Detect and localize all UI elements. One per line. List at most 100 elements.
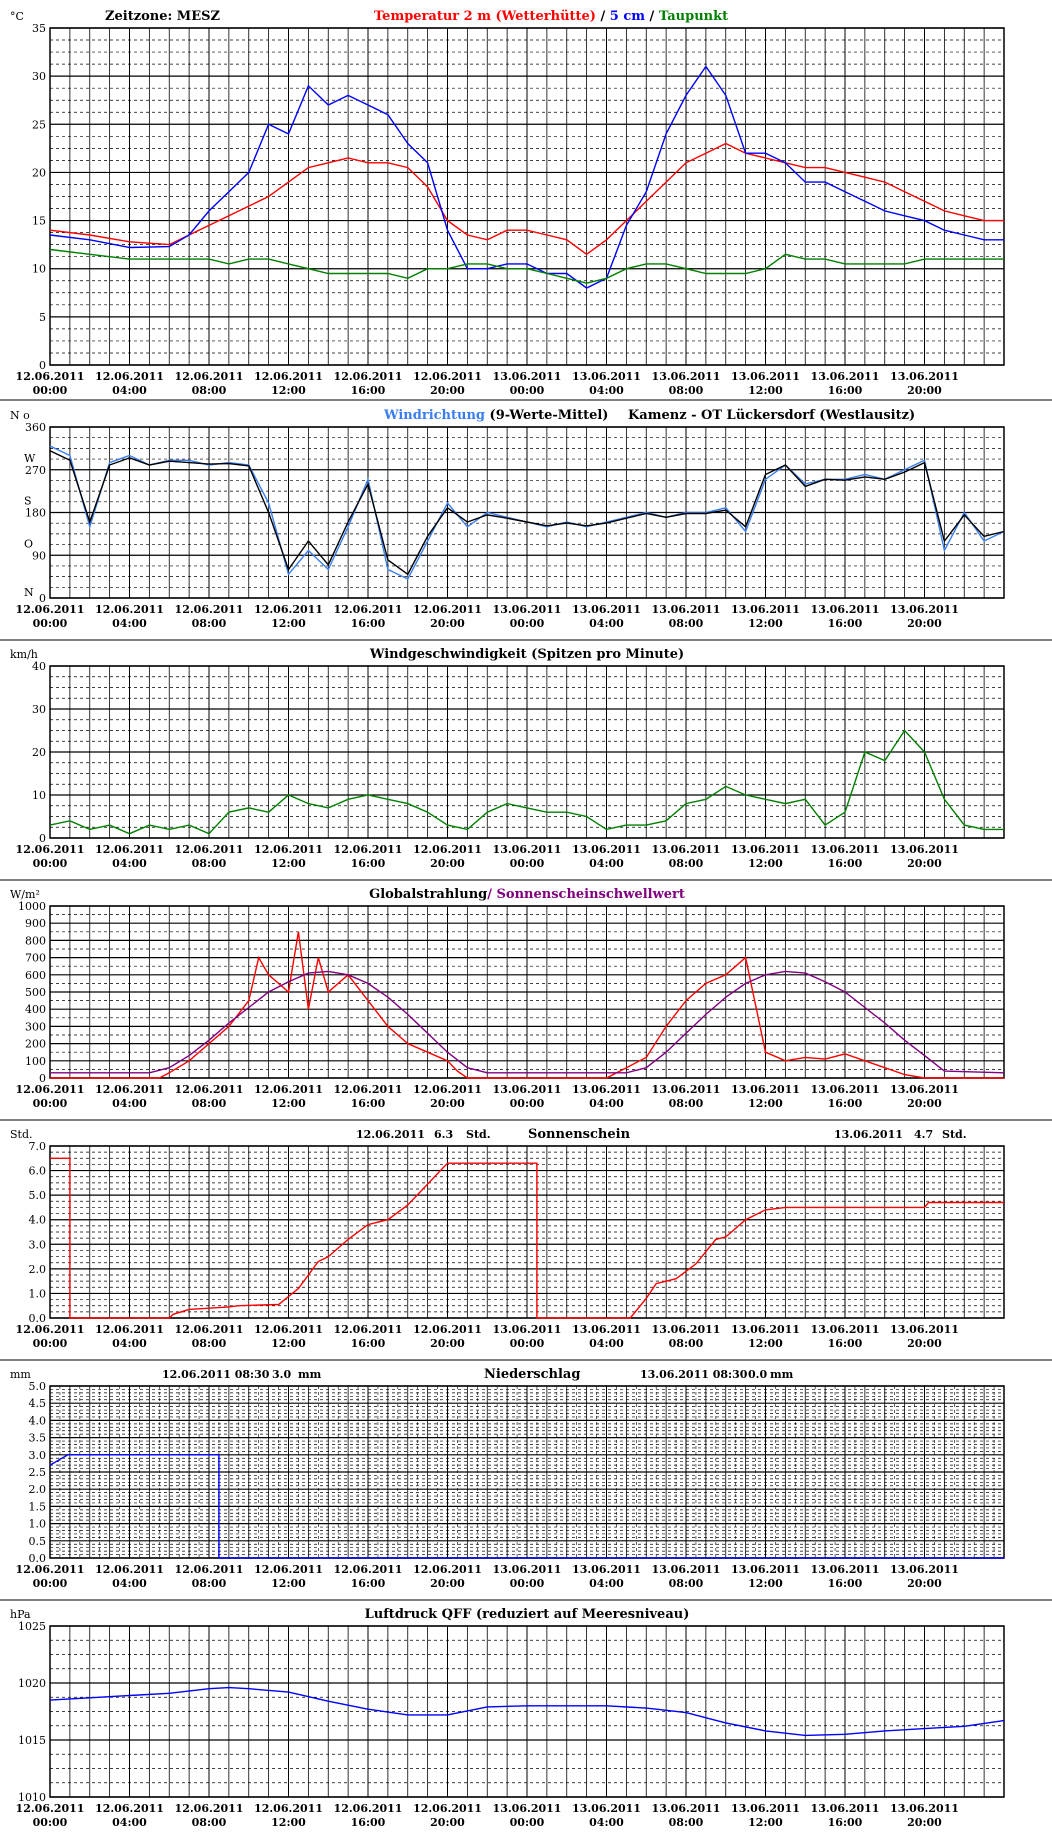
x-tick-date: 12.06.2011 bbox=[175, 843, 244, 856]
x-tick-date: 12.06.2011 bbox=[95, 843, 164, 856]
chart-title: Temperatur 2 m (Wetterhütte) / 5 cm / Ta… bbox=[374, 9, 728, 24]
x-tick-date: 13.06.2011 bbox=[652, 843, 721, 856]
y-tick-label: 3.5 bbox=[29, 1432, 47, 1445]
x-tick-time: 16:00 bbox=[828, 1577, 863, 1590]
y-tick-label: 15 bbox=[32, 215, 46, 228]
title-part: (9-Werte-Mittel) bbox=[485, 408, 608, 423]
x-tick-date: 12.06.2011 bbox=[95, 1083, 164, 1096]
chart-title: Windgeschwindigkeit (Spitzen pro Minute) bbox=[369, 647, 684, 662]
x-tick-time: 00:00 bbox=[33, 1337, 68, 1350]
unit-label: km/h bbox=[10, 648, 38, 661]
x-tick-time: 04:00 bbox=[112, 1816, 147, 1829]
y-tick-label: 400 bbox=[25, 1003, 46, 1016]
x-tick-time: 00:00 bbox=[510, 1337, 545, 1350]
title-part: Luftdruck QFF (reduziert auf Meeresnivea… bbox=[365, 1607, 690, 1622]
y-tick-label: 10 bbox=[32, 263, 46, 276]
y-tick-label: 2.5 bbox=[29, 1466, 47, 1479]
x-tick-time: 20:00 bbox=[907, 1577, 942, 1590]
x-tick-date: 13.06.2011 bbox=[731, 1323, 800, 1336]
x-tick-time: 12:00 bbox=[748, 1097, 783, 1110]
x-tick-time: 08:00 bbox=[192, 1097, 227, 1110]
x-tick-time: 00:00 bbox=[510, 1097, 545, 1110]
annotation-value: 0.0 bbox=[748, 1368, 767, 1381]
chart-title: Sonnenschein bbox=[528, 1127, 631, 1142]
title-part: Taupunkt bbox=[659, 9, 728, 24]
title-part: Sonnenschein bbox=[528, 1127, 631, 1142]
x-tick-date: 12.06.2011 bbox=[413, 603, 482, 616]
chart-precipitation: 0.00.51.01.52.02.53.03.54.04.55.0mm Niede… bbox=[10, 1367, 1005, 1590]
x-tick-time: 16:00 bbox=[828, 1816, 863, 1829]
x-tick-date: 13.06.2011 bbox=[890, 1563, 959, 1576]
x-tick-date: 12.06.2011 bbox=[16, 843, 85, 856]
x-tick-date: 12.06.2011 bbox=[334, 1083, 403, 1096]
series-line-luftdruck bbox=[49, 1686, 1005, 1737]
x-tick-date: 12.06.2011 bbox=[95, 1563, 164, 1576]
x-tick-date: 13.06.2011 bbox=[731, 370, 800, 383]
x-tick-date: 12.06.2011 bbox=[16, 1083, 85, 1096]
x-tick-date: 12.06.2011 bbox=[175, 603, 244, 616]
x-tick-date: 12.06.2011 bbox=[413, 1802, 482, 1815]
x-tick-time: 04:00 bbox=[589, 384, 624, 397]
compass-label: S bbox=[24, 495, 32, 508]
x-tick-date: 12.06.2011 bbox=[413, 370, 482, 383]
chart-title: Windrichtung (9-Werte-Mittel) bbox=[383, 408, 608, 423]
x-tick-time: 12:00 bbox=[748, 1577, 783, 1590]
y-tick-label: 0 bbox=[39, 832, 46, 845]
x-tick-time: 00:00 bbox=[33, 857, 68, 870]
annotation-value: 3.0 bbox=[272, 1368, 291, 1381]
title-part: Windrichtung bbox=[383, 408, 485, 423]
x-tick-time: 20:00 bbox=[430, 617, 465, 630]
series-line-sonnenscheinschwellwert bbox=[50, 970, 1005, 1074]
x-tick-date: 13.06.2011 bbox=[731, 603, 800, 616]
x-tick-date: 12.06.2011 bbox=[175, 1083, 244, 1096]
x-tick-time: 08:00 bbox=[192, 384, 227, 397]
x-tick-date: 12.06.2011 bbox=[413, 1563, 482, 1576]
y-tick-label: 20 bbox=[32, 746, 46, 759]
annotation-value: 4.7 bbox=[914, 1128, 933, 1141]
x-tick-time: 08:00 bbox=[669, 617, 704, 630]
x-tick-date: 13.06.2011 bbox=[652, 1563, 721, 1576]
x-tick-time: 12:00 bbox=[748, 1816, 783, 1829]
y-tick-label: 90 bbox=[32, 549, 46, 562]
x-tick-time: 16:00 bbox=[351, 1816, 386, 1829]
y-tick-label: 2.0 bbox=[29, 1483, 47, 1496]
title-part: Globalstrahlung bbox=[369, 887, 487, 902]
y-tick-label: 4.0 bbox=[29, 1214, 47, 1227]
y-tick-label: 1.0 bbox=[29, 1518, 47, 1531]
x-tick-time: 08:00 bbox=[669, 1337, 704, 1350]
title-part: / bbox=[645, 9, 659, 24]
x-tick-date: 12.06.2011 bbox=[16, 603, 85, 616]
unit-label: mm bbox=[10, 1368, 31, 1381]
x-tick-time: 16:00 bbox=[828, 384, 863, 397]
y-tick-label: 300 bbox=[25, 1020, 46, 1033]
y-tick-label: 700 bbox=[25, 952, 46, 965]
x-tick-time: 12:00 bbox=[748, 617, 783, 630]
title-part: 5 cm bbox=[610, 9, 645, 24]
x-tick-date: 13.06.2011 bbox=[811, 1083, 880, 1096]
y-tick-label: 200 bbox=[25, 1038, 46, 1051]
y-tick-label: 0 bbox=[39, 1072, 46, 1085]
x-tick-time: 08:00 bbox=[669, 1816, 704, 1829]
y-tick-label: 4.5 bbox=[29, 1397, 47, 1410]
x-tick-time: 00:00 bbox=[33, 1097, 68, 1110]
annotation-date: 12.06.2011 bbox=[356, 1128, 425, 1141]
x-tick-date: 12.06.2011 bbox=[254, 1802, 323, 1815]
series-line-temperatur-2-m-wetterh-tte bbox=[49, 142, 1004, 256]
title-part: / Sonnenscheinschwellwert bbox=[487, 887, 685, 902]
x-tick-time: 08:00 bbox=[192, 1337, 227, 1350]
x-tick-time: 20:00 bbox=[907, 1816, 942, 1829]
x-tick-date: 12.06.2011 bbox=[175, 1563, 244, 1576]
annotation-value: 6.3 bbox=[434, 1128, 453, 1141]
x-tick-date: 12.06.2011 bbox=[175, 1323, 244, 1336]
x-tick-date: 13.06.2011 bbox=[572, 1323, 641, 1336]
x-tick-date: 13.06.2011 bbox=[652, 370, 721, 383]
x-tick-time: 04:00 bbox=[112, 857, 147, 870]
annotation-date: 13.06.2011 08:30 bbox=[640, 1368, 748, 1381]
y-tick-label: 3.0 bbox=[29, 1449, 47, 1462]
x-tick-time: 00:00 bbox=[510, 384, 545, 397]
x-tick-date: 13.06.2011 bbox=[890, 843, 959, 856]
x-tick-date: 13.06.2011 bbox=[811, 370, 880, 383]
x-tick-time: 08:00 bbox=[192, 617, 227, 630]
